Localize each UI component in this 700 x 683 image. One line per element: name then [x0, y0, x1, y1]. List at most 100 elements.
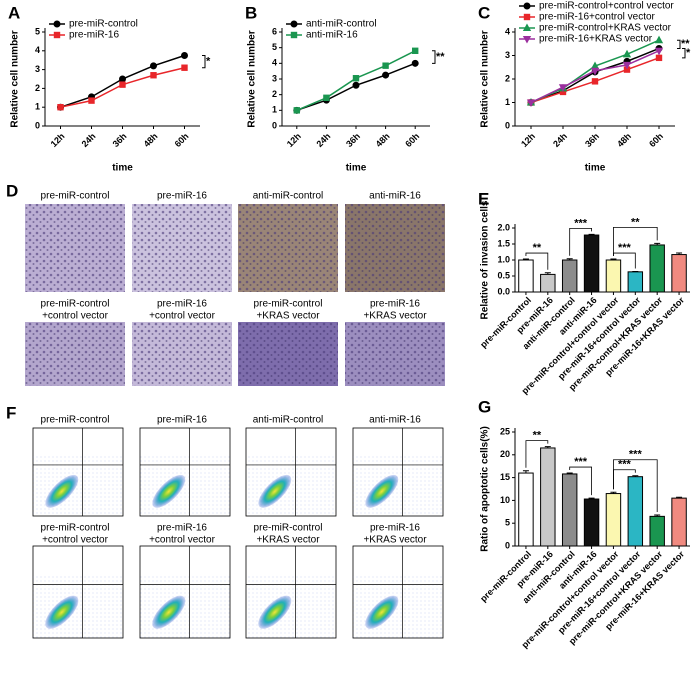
legend-label: pre-miR-16+control vector — [539, 12, 656, 23]
bar — [671, 497, 687, 547]
x-tick-label: 24h — [314, 131, 332, 149]
error-bar — [566, 258, 573, 260]
micrograph-cells — [345, 322, 445, 386]
x-tick-label: 12h — [49, 131, 67, 149]
point — [290, 31, 298, 39]
x-axis-label: time — [346, 163, 367, 174]
y-axis-label: Relative cell number — [480, 30, 491, 127]
error-bar — [610, 491, 617, 494]
point — [290, 20, 298, 28]
x-tick-label: 48h — [615, 131, 633, 149]
micrograph-cells — [238, 204, 338, 292]
image-caption: pre-miR-16 — [157, 415, 207, 426]
significance-bracket — [613, 226, 658, 257]
point — [53, 31, 61, 39]
point — [119, 75, 126, 83]
error-bar — [588, 233, 595, 236]
point — [352, 75, 360, 82]
significance-label: ** — [533, 429, 542, 441]
error-bar — [522, 470, 529, 474]
flow-events — [246, 573, 336, 638]
panel-letter: D — [6, 181, 18, 200]
point — [88, 97, 95, 104]
flow-population — [365, 474, 399, 508]
y-axis-label: Ratio of apoptotic cells(%) — [480, 426, 491, 552]
y-tick-label: 2.0 — [497, 222, 510, 232]
image-caption: pre-miR-16 — [370, 299, 420, 310]
point — [382, 71, 390, 79]
x-axis-label: time — [585, 163, 606, 174]
point — [412, 47, 419, 54]
image-caption: pre-miR-control — [41, 523, 110, 534]
image-caption: +control vector — [149, 311, 216, 322]
bar — [649, 244, 665, 293]
bar — [540, 273, 556, 293]
error-bar — [676, 496, 683, 499]
x-tick-label: 48h — [374, 131, 392, 149]
error-bar — [544, 446, 551, 448]
flow-events — [33, 454, 123, 516]
significance-label: ** — [681, 38, 690, 50]
error-bar — [632, 475, 639, 477]
image-caption: pre-miR-control — [254, 299, 323, 310]
flow-events — [353, 573, 443, 638]
significance-label: *** — [574, 217, 588, 229]
point — [526, 99, 536, 108]
panel-letter: C — [478, 3, 490, 22]
y-tick-label: 20 — [500, 449, 510, 459]
y-axis-label: Relative of invasion cells — [480, 200, 491, 319]
bar — [518, 472, 534, 547]
x-tick-label: 60h — [173, 131, 191, 149]
significance-bracket — [202, 55, 206, 69]
point — [57, 104, 64, 111]
error-bar — [676, 252, 683, 255]
x-tick-label: 48h — [142, 131, 160, 149]
image-caption: pre-miR-control — [254, 523, 323, 534]
panel-letter: E — [478, 189, 489, 208]
flow-population — [45, 474, 79, 508]
y-tick-label: 6 — [272, 26, 277, 36]
point — [523, 2, 531, 10]
point — [622, 49, 632, 58]
y-tick-label: 0.5 — [497, 270, 510, 280]
y-tick-label: 0.0 — [497, 286, 510, 296]
flow-events — [353, 454, 443, 516]
x-tick-label: 12h — [519, 131, 537, 149]
error-bar — [654, 242, 661, 245]
point — [181, 64, 188, 71]
y-tick-label: 1 — [272, 105, 277, 115]
legend-label: pre-miR-16+KRAS vector — [539, 34, 653, 45]
panel-letter: F — [6, 403, 16, 422]
bar — [540, 447, 556, 547]
legend-label: anti-miR-16 — [306, 30, 358, 41]
panel-letter: G — [478, 397, 491, 416]
significance-bracket — [677, 39, 681, 49]
point — [53, 20, 61, 28]
point — [150, 72, 157, 79]
point — [323, 94, 330, 101]
micrograph-cells — [25, 322, 125, 386]
image-caption: +control vector — [42, 311, 109, 322]
micrograph-cells — [132, 322, 232, 386]
y-tick-label: 3 — [505, 50, 510, 60]
y-axis-label: Relative cell number — [10, 30, 21, 127]
y-tick-label: 5 — [505, 518, 510, 528]
y-tick-label: 15 — [500, 472, 510, 482]
bar — [627, 271, 644, 293]
y-tick-label: 2 — [505, 73, 510, 83]
error-bar — [544, 272, 551, 275]
point — [150, 62, 157, 70]
significance-label: *** — [629, 449, 643, 461]
x-tick-label: 36h — [111, 131, 129, 149]
y-tick-label: 2 — [35, 83, 40, 93]
y-tick-label: 1 — [505, 97, 510, 107]
error-bar — [588, 497, 595, 500]
image-caption: pre-miR-control — [41, 299, 110, 310]
image-caption: pre-miR-16 — [370, 523, 420, 534]
significance-label: ** — [533, 242, 542, 254]
flow-population — [258, 474, 292, 508]
y-tick-label: 4 — [272, 58, 277, 68]
y-tick-label: 1.0 — [497, 254, 510, 264]
bar — [649, 515, 665, 547]
